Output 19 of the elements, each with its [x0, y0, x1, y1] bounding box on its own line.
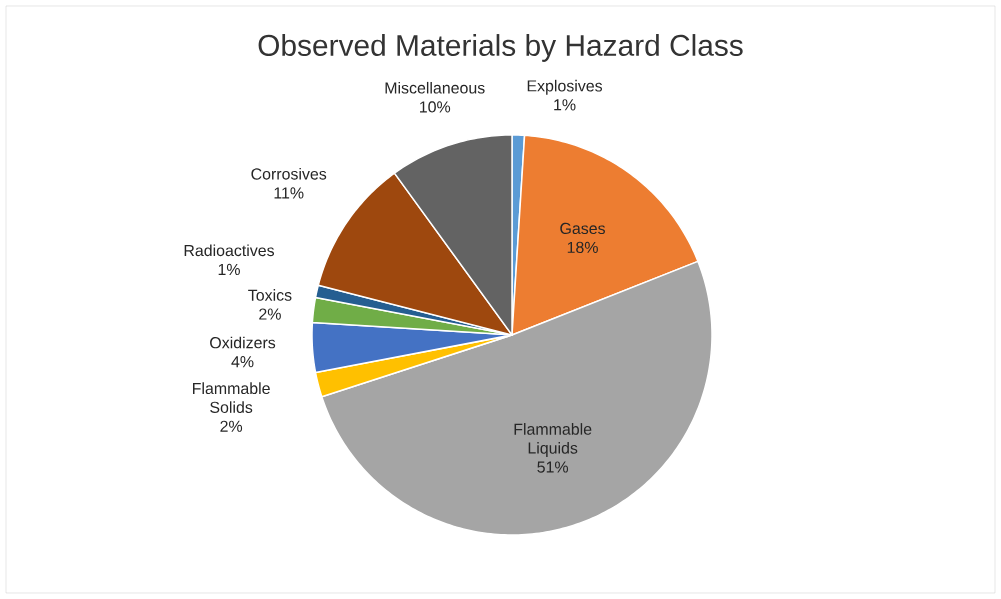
data-label: 2% — [220, 420, 243, 432]
data-label: 11% — [274, 187, 304, 199]
slice-label: Explosives — [527, 79, 603, 95]
data-label: 1% — [218, 263, 240, 276]
slice-label: Miscellaneous — [385, 81, 485, 94]
slice-label: Flammable Solids — [193, 382, 270, 413]
chart-title: Observed Materials by Hazard Class — [258, 34, 743, 62]
data-label: 2% — [259, 308, 281, 320]
slice-label: Radioactives — [184, 244, 275, 257]
slice-label: Corrosives — [251, 167, 327, 180]
slice-label: Toxics — [248, 289, 292, 301]
data-label: 18% — [567, 241, 598, 254]
slice-label: Oxidizers — [210, 336, 276, 349]
slice-label: Gases — [560, 222, 605, 235]
slice-label: Flammable Liquids — [514, 423, 592, 457]
data-label: 51% — [537, 461, 569, 473]
data-label: 1% — [554, 99, 576, 111]
data-label: 10% — [420, 101, 451, 113]
data-label: 4% — [231, 356, 254, 368]
